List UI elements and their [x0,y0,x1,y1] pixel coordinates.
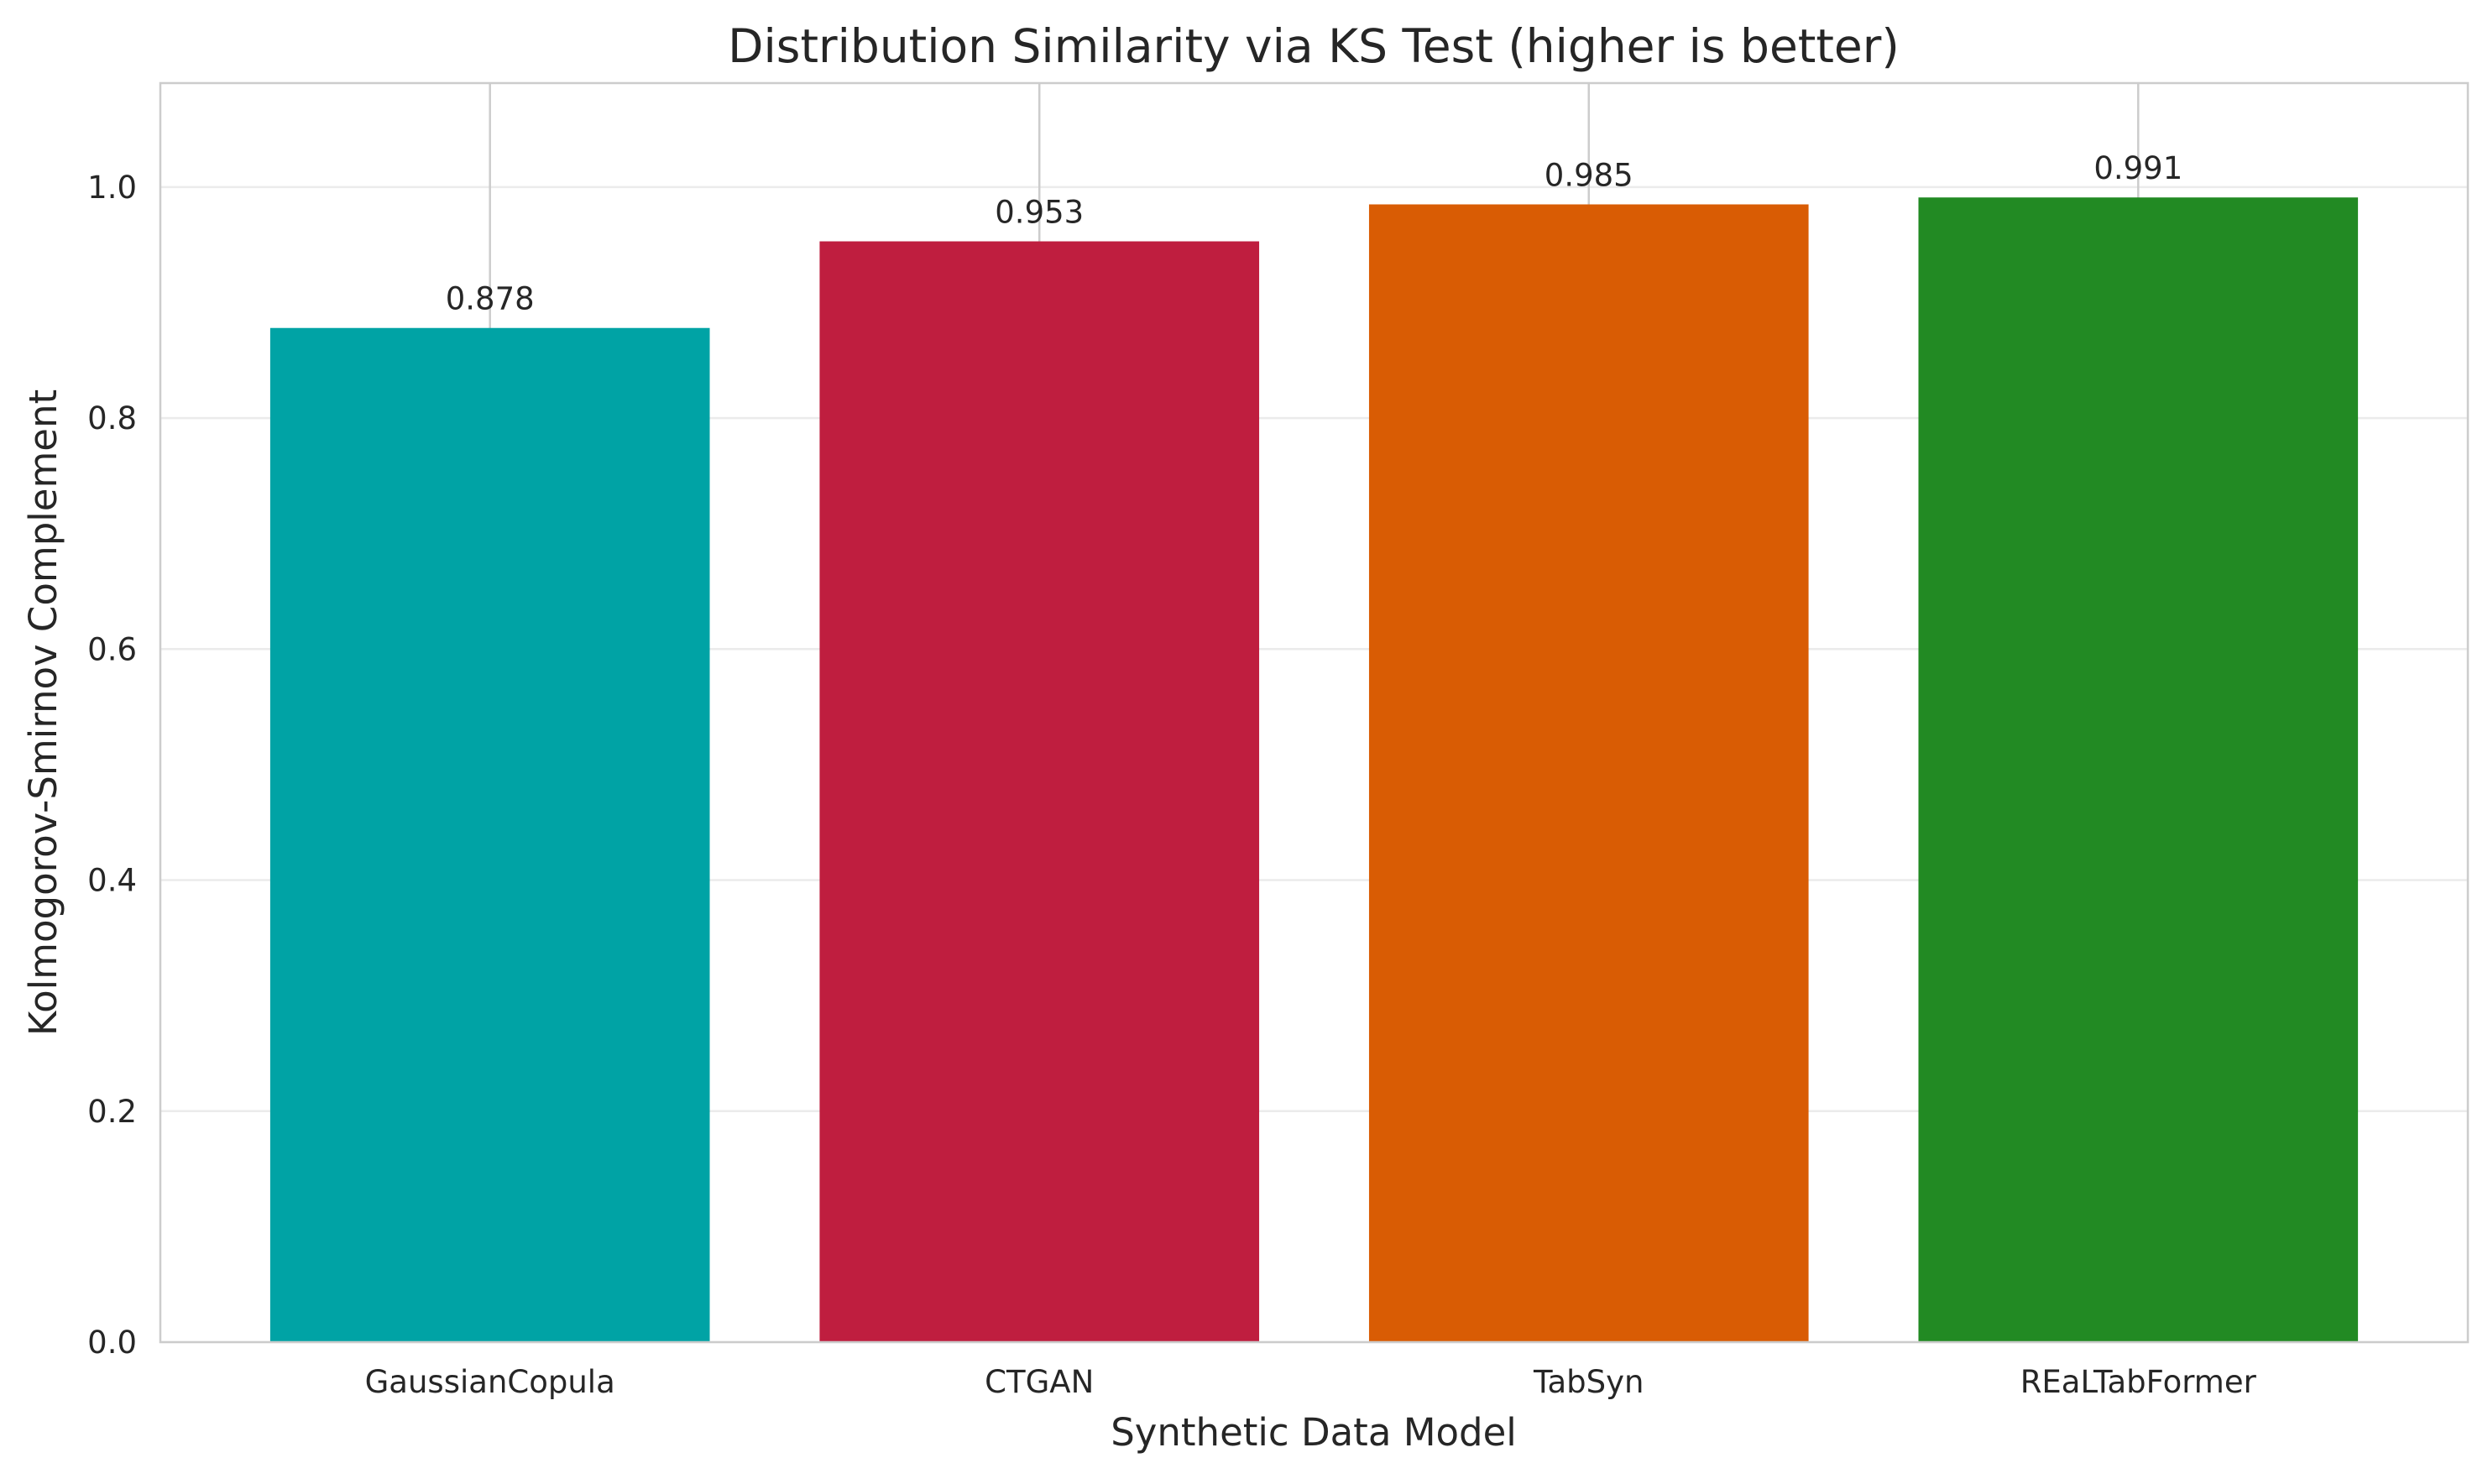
bar [269,327,710,1342]
x-axis-label: Synthetic Data Model [1111,1410,1517,1455]
y-tick-label: 0.0 [87,1325,137,1361]
y-axis-ticks: 0.0 0.2 0.4 0.6 0.8 1.0 [87,170,137,1361]
chart-title: Distribution Similarity via KS Test (hig… [728,19,1900,73]
y-tick-label: 0.6 [87,631,137,667]
data-labels: 0.878 0.953 0.985 0.991 [446,150,2183,317]
y-tick-label: 0.4 [87,863,137,899]
x-tick-label: CTGAN [985,1364,1094,1400]
x-tick-label: GaussianCopula [365,1364,615,1400]
y-axis-label: Kolmogorov-Smirnov Complement [21,389,65,1036]
bar-value-label: 0.878 [446,281,535,317]
plot-frame [159,81,2470,1344]
y-tick-label: 0.2 [87,1094,137,1130]
bar [1918,197,2359,1342]
bar [819,241,1260,1342]
bar [1368,204,1809,1343]
y-tick-label: 1.0 [87,170,137,206]
x-axis-ticks: GaussianCopula CTGAN TabSyn REaLTabFormer [365,1364,2257,1400]
x-tick-label: TabSyn [1533,1364,1644,1400]
bar-value-label: 0.991 [2093,150,2182,186]
bar-value-label: 0.953 [995,195,1084,231]
y-tick-label: 0.8 [87,400,137,436]
x-tick-label: REaLTabFormer [2020,1364,2257,1400]
bar-value-label: 0.985 [1545,157,1633,193]
bars [269,197,2359,1343]
